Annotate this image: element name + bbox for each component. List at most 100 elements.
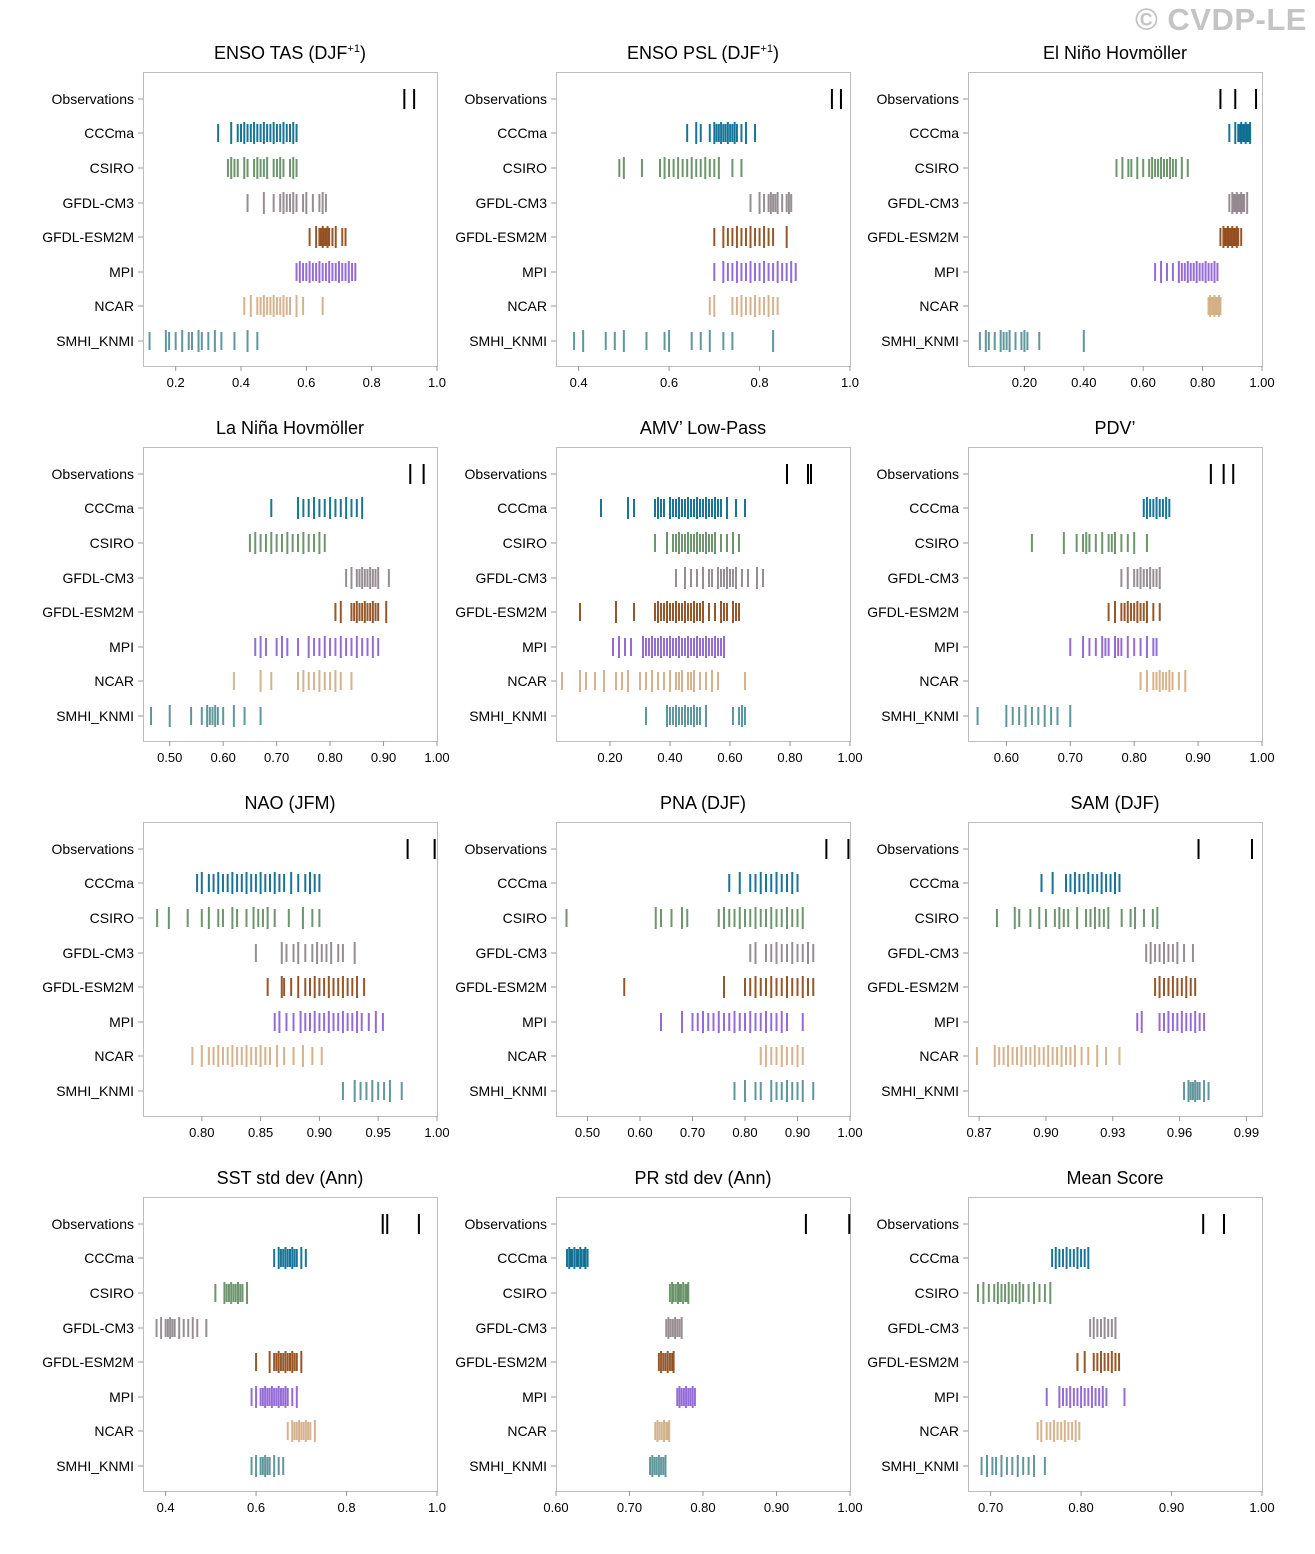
x-tick-label: 0.6 bbox=[247, 1500, 265, 1515]
y-label-observations: Observations bbox=[877, 1216, 959, 1232]
plot-frame bbox=[143, 822, 438, 1117]
y-label-gfdl-esm2m: GFDL-ESM2M bbox=[455, 1354, 547, 1370]
y-label-cccma: CCCma bbox=[497, 875, 547, 891]
panel-5: AMV’ Low-Pass 0.20 0.40 0.60 0.80 1.00 Observa… bbox=[455, 418, 862, 765]
panel-title: ENSO PSL (DJF+1) bbox=[627, 43, 779, 63]
y-label-csiro: CSIRO bbox=[90, 535, 134, 551]
panel-title: La Niña Hovmöller bbox=[216, 418, 364, 438]
y-label-ncar: NCAR bbox=[507, 673, 547, 689]
x-tick-label: 1.00 bbox=[1249, 375, 1274, 390]
y-label-smhi-knmi: SMHI_KNMI bbox=[56, 333, 134, 349]
x-tick-label: 0.20 bbox=[597, 750, 622, 765]
y-label-cccma: CCCma bbox=[497, 125, 547, 141]
panel-title-superscript: +1 bbox=[347, 43, 360, 55]
y-label-cccma: CCCma bbox=[497, 1250, 547, 1266]
y-label-ncar: NCAR bbox=[94, 1048, 134, 1064]
y-label-gfdl-cm3: GFDL-CM3 bbox=[62, 195, 134, 211]
y-label-gfdl-cm3: GFDL-CM3 bbox=[887, 1320, 959, 1336]
y-label-observations: Observations bbox=[877, 91, 959, 107]
panel-title-main: El Niño Hovmöller bbox=[1043, 43, 1187, 63]
x-tick-label: 1.0 bbox=[428, 375, 446, 390]
y-label-csiro: CSIRO bbox=[503, 910, 547, 926]
y-label-smhi-knmi: SMHI_KNMI bbox=[469, 1083, 547, 1099]
x-tick-label: 0.50 bbox=[575, 1125, 600, 1140]
panel-title-main: ENSO PSL (DJF bbox=[627, 43, 760, 63]
x-tick-label: 0.8 bbox=[337, 1500, 355, 1515]
x-tick-label: 0.2 bbox=[167, 375, 185, 390]
plot-frame bbox=[556, 822, 851, 1117]
panel-title: ENSO TAS (DJF+1) bbox=[214, 43, 366, 63]
y-label-ncar: NCAR bbox=[507, 298, 547, 314]
y-label-smhi-knmi: SMHI_KNMI bbox=[469, 333, 547, 349]
plot-frame bbox=[968, 447, 1263, 742]
y-label-gfdl-esm2m: GFDL-ESM2M bbox=[42, 604, 134, 620]
y-label-observations: Observations bbox=[877, 466, 959, 482]
panel-title-main: SAM (DJF) bbox=[1071, 793, 1160, 813]
y-label-cccma: CCCma bbox=[909, 125, 959, 141]
panel-title-main: SST std dev (Ann) bbox=[217, 1168, 364, 1188]
x-tick-label: 0.95 bbox=[366, 1125, 391, 1140]
x-tick-label: 0.80 bbox=[317, 750, 342, 765]
panel-3: El Niño Hovmöller 0.20 0.40 0.60 0.80 1.00 Obs… bbox=[867, 43, 1274, 390]
x-tick-label: 1.00 bbox=[424, 1125, 449, 1140]
y-label-smhi-knmi: SMHI_KNMI bbox=[56, 708, 134, 724]
y-label-gfdl-cm3: GFDL-CM3 bbox=[887, 570, 959, 586]
y-label-mpi: MPI bbox=[109, 1014, 134, 1030]
x-tick-label: 0.6 bbox=[660, 375, 678, 390]
y-label-gfdl-esm2m: GFDL-ESM2M bbox=[455, 604, 547, 620]
y-label-smhi-knmi: SMHI_KNMI bbox=[56, 1458, 134, 1474]
x-tick-label: 0.80 bbox=[777, 750, 802, 765]
x-tick-label: 0.80 bbox=[1190, 375, 1215, 390]
plot-frame bbox=[968, 822, 1263, 1117]
y-label-mpi: MPI bbox=[522, 639, 547, 655]
x-tick-label: 0.60 bbox=[717, 750, 742, 765]
panel-title-tail: ) bbox=[360, 43, 366, 63]
y-label-gfdl-cm3: GFDL-CM3 bbox=[887, 945, 959, 961]
y-label-mpi: MPI bbox=[109, 639, 134, 655]
y-label-smhi-knmi: SMHI_KNMI bbox=[469, 1458, 547, 1474]
x-tick-label: 0.60 bbox=[627, 1125, 652, 1140]
x-tick-label: 0.70 bbox=[617, 1500, 642, 1515]
x-tick-label: 0.80 bbox=[1122, 750, 1147, 765]
y-label-gfdl-cm3: GFDL-CM3 bbox=[475, 945, 547, 961]
y-label-ncar: NCAR bbox=[94, 298, 134, 314]
plot-frame bbox=[556, 447, 851, 742]
y-label-smhi-knmi: SMHI_KNMI bbox=[469, 708, 547, 724]
y-label-mpi: MPI bbox=[934, 1014, 959, 1030]
panel-11: PR std dev (Ann) 0.60 0.70 0.80 0.90 1.00 Obse… bbox=[455, 1168, 862, 1515]
plot-frame bbox=[143, 72, 438, 367]
panel-title-main: La Niña Hovmöller bbox=[216, 418, 364, 438]
y-label-gfdl-cm3: GFDL-CM3 bbox=[62, 1320, 134, 1336]
plot-frame bbox=[968, 72, 1263, 367]
y-label-gfdl-esm2m: GFDL-ESM2M bbox=[867, 1354, 959, 1370]
y-label-mpi: MPI bbox=[934, 1389, 959, 1405]
y-label-mpi: MPI bbox=[934, 264, 959, 280]
y-label-mpi: MPI bbox=[522, 1014, 547, 1030]
y-label-mpi: MPI bbox=[522, 264, 547, 280]
panel-2: ENSO PSL (DJF+1) 0.4 0.6 0.8 1.0 Observations… bbox=[455, 43, 859, 390]
panel-12: Mean Score 0.70 0.80 0.90 1.00 Observations CC… bbox=[867, 1168, 1274, 1515]
y-label-csiro: CSIRO bbox=[915, 535, 959, 551]
y-label-gfdl-cm3: GFDL-CM3 bbox=[887, 195, 959, 211]
panel-title: NAO (JFM) bbox=[245, 793, 336, 813]
x-tick-label: 0.80 bbox=[690, 1500, 715, 1515]
panel-7: NAO (JFM) 0.80 0.85 0.90 0.95 1.00 Observation… bbox=[42, 793, 449, 1140]
y-label-observations: Observations bbox=[52, 841, 134, 857]
y-label-mpi: MPI bbox=[522, 1389, 547, 1405]
x-tick-label: 0.8 bbox=[750, 375, 768, 390]
x-tick-label: 0.60 bbox=[994, 750, 1019, 765]
x-tick-label: 0.80 bbox=[732, 1125, 757, 1140]
y-label-smhi-knmi: SMHI_KNMI bbox=[881, 1458, 959, 1474]
y-label-csiro: CSIRO bbox=[90, 1285, 134, 1301]
x-tick-label: 0.90 bbox=[1033, 1125, 1058, 1140]
y-label-gfdl-cm3: GFDL-CM3 bbox=[475, 1320, 547, 1336]
y-label-ncar: NCAR bbox=[507, 1048, 547, 1064]
plot-frame bbox=[143, 1197, 438, 1492]
x-tick-label: 0.8 bbox=[363, 375, 381, 390]
y-label-csiro: CSIRO bbox=[503, 160, 547, 176]
y-label-cccma: CCCma bbox=[84, 500, 134, 516]
y-label-gfdl-cm3: GFDL-CM3 bbox=[475, 195, 547, 211]
y-label-gfdl-esm2m: GFDL-ESM2M bbox=[867, 979, 959, 995]
y-label-smhi-knmi: SMHI_KNMI bbox=[881, 1083, 959, 1099]
